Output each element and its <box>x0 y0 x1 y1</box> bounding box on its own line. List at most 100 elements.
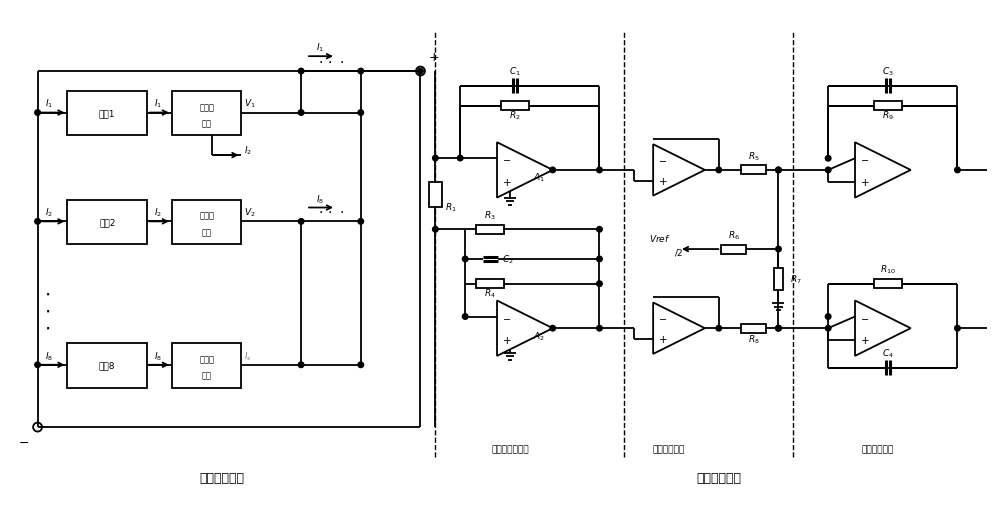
Text: $-$: $-$ <box>502 154 511 164</box>
Text: 霍尔传: 霍尔传 <box>199 211 214 220</box>
Circle shape <box>298 110 304 116</box>
Bar <box>67 344 147 388</box>
Bar <box>172 344 241 388</box>
Circle shape <box>358 219 364 224</box>
Polygon shape <box>497 301 553 356</box>
Bar <box>721 245 746 254</box>
Text: $\cdot$: $\cdot$ <box>44 301 51 320</box>
Circle shape <box>550 168 555 174</box>
Text: 电压跟随电路: 电压跟随电路 <box>653 445 685 454</box>
Circle shape <box>462 257 468 262</box>
Text: $-$: $-$ <box>860 312 869 322</box>
Circle shape <box>358 69 364 75</box>
Circle shape <box>955 326 960 331</box>
Text: 单端转差分电路: 单端转差分电路 <box>491 445 529 454</box>
Bar <box>67 92 147 136</box>
Text: 共模调制电路: 共模调制电路 <box>862 445 894 454</box>
Circle shape <box>597 168 602 174</box>
Text: $\cdot\,\cdot\,\cdot$: $\cdot\,\cdot\,\cdot$ <box>318 54 344 68</box>
Bar <box>501 102 529 111</box>
Bar <box>874 102 902 111</box>
Text: $I_1$: $I_1$ <box>154 97 162 110</box>
Text: 电池2: 电池2 <box>99 218 115 227</box>
Text: $+$: $+$ <box>658 334 668 345</box>
Polygon shape <box>855 301 911 356</box>
Text: $C_4$: $C_4$ <box>882 347 894 360</box>
Text: $C_1$: $C_1$ <box>509 66 521 78</box>
Text: $I_8$: $I_8$ <box>45 350 53 362</box>
Circle shape <box>35 219 40 224</box>
Text: $A_1$: $A_1$ <box>533 172 545 184</box>
Bar <box>429 183 442 208</box>
Text: $R_5$: $R_5$ <box>748 150 759 162</box>
Text: 电池1: 电池1 <box>99 109 115 118</box>
Circle shape <box>825 156 831 162</box>
Text: $-$: $-$ <box>860 154 869 164</box>
Text: $+$: $+$ <box>502 334 512 346</box>
Text: 电流采集模块: 电流采集模块 <box>199 471 244 485</box>
Circle shape <box>433 156 438 161</box>
Bar <box>67 200 147 245</box>
Text: $\cdot$: $\cdot$ <box>44 318 51 337</box>
Circle shape <box>358 110 364 116</box>
Text: $Vref$: $Vref$ <box>649 233 671 244</box>
Circle shape <box>358 362 364 368</box>
Text: $I_1$: $I_1$ <box>316 41 324 53</box>
Text: 电池8: 电池8 <box>99 361 115 370</box>
Text: $R_{10}$: $R_{10}$ <box>880 263 896 276</box>
Text: 霍尔传: 霍尔传 <box>199 354 214 363</box>
Text: $R_3$: $R_3$ <box>484 209 496 221</box>
Text: $-$: $-$ <box>18 435 29 448</box>
Circle shape <box>776 168 781 174</box>
Text: $I_8$: $I_8$ <box>316 193 324 206</box>
Circle shape <box>462 314 468 320</box>
Text: $C_2$: $C_2$ <box>502 253 514 266</box>
Polygon shape <box>497 143 553 198</box>
Text: $R_1$: $R_1$ <box>445 201 457 214</box>
Circle shape <box>433 227 438 233</box>
Circle shape <box>597 281 602 287</box>
Circle shape <box>955 168 960 174</box>
Circle shape <box>298 219 304 224</box>
Text: $R_4$: $R_4$ <box>484 287 496 299</box>
Text: 感器: 感器 <box>202 228 212 237</box>
Circle shape <box>825 326 831 331</box>
Circle shape <box>35 110 40 116</box>
Circle shape <box>298 69 304 75</box>
Polygon shape <box>653 303 705 354</box>
Circle shape <box>825 314 831 320</box>
Text: $R_8$: $R_8$ <box>748 332 759 345</box>
Text: $\cdot$: $\cdot$ <box>44 285 51 303</box>
Text: $I_2$: $I_2$ <box>244 144 252 156</box>
Text: $-$: $-$ <box>502 312 511 322</box>
Text: $+$: $+$ <box>502 177 512 188</box>
Circle shape <box>550 326 555 331</box>
Polygon shape <box>855 143 911 198</box>
Text: $I_s$: $I_s$ <box>244 350 252 362</box>
Bar <box>741 324 766 333</box>
Polygon shape <box>653 145 705 196</box>
Text: $V_2$: $V_2$ <box>244 206 256 218</box>
Text: $R_9$: $R_9$ <box>882 109 894 122</box>
Text: $\cdot\,\cdot\,\cdot$: $\cdot\,\cdot\,\cdot$ <box>318 204 344 218</box>
Circle shape <box>776 168 781 174</box>
Bar <box>476 279 504 289</box>
Text: $C_3$: $C_3$ <box>882 66 894 78</box>
Circle shape <box>716 326 722 331</box>
Circle shape <box>35 362 40 368</box>
Bar <box>172 92 241 136</box>
Text: $I_2$: $I_2$ <box>154 206 162 218</box>
Circle shape <box>776 326 781 331</box>
Text: 霍尔传: 霍尔传 <box>199 103 214 111</box>
Circle shape <box>418 69 423 75</box>
Bar <box>741 166 766 175</box>
Text: $R_7$: $R_7$ <box>790 273 802 286</box>
Text: $+$: $+$ <box>428 51 440 64</box>
Bar <box>172 200 241 245</box>
Circle shape <box>716 168 722 174</box>
Bar <box>874 279 902 289</box>
Circle shape <box>597 227 602 233</box>
Circle shape <box>597 326 602 331</box>
Text: $R_6$: $R_6$ <box>728 229 740 241</box>
Circle shape <box>597 257 602 262</box>
